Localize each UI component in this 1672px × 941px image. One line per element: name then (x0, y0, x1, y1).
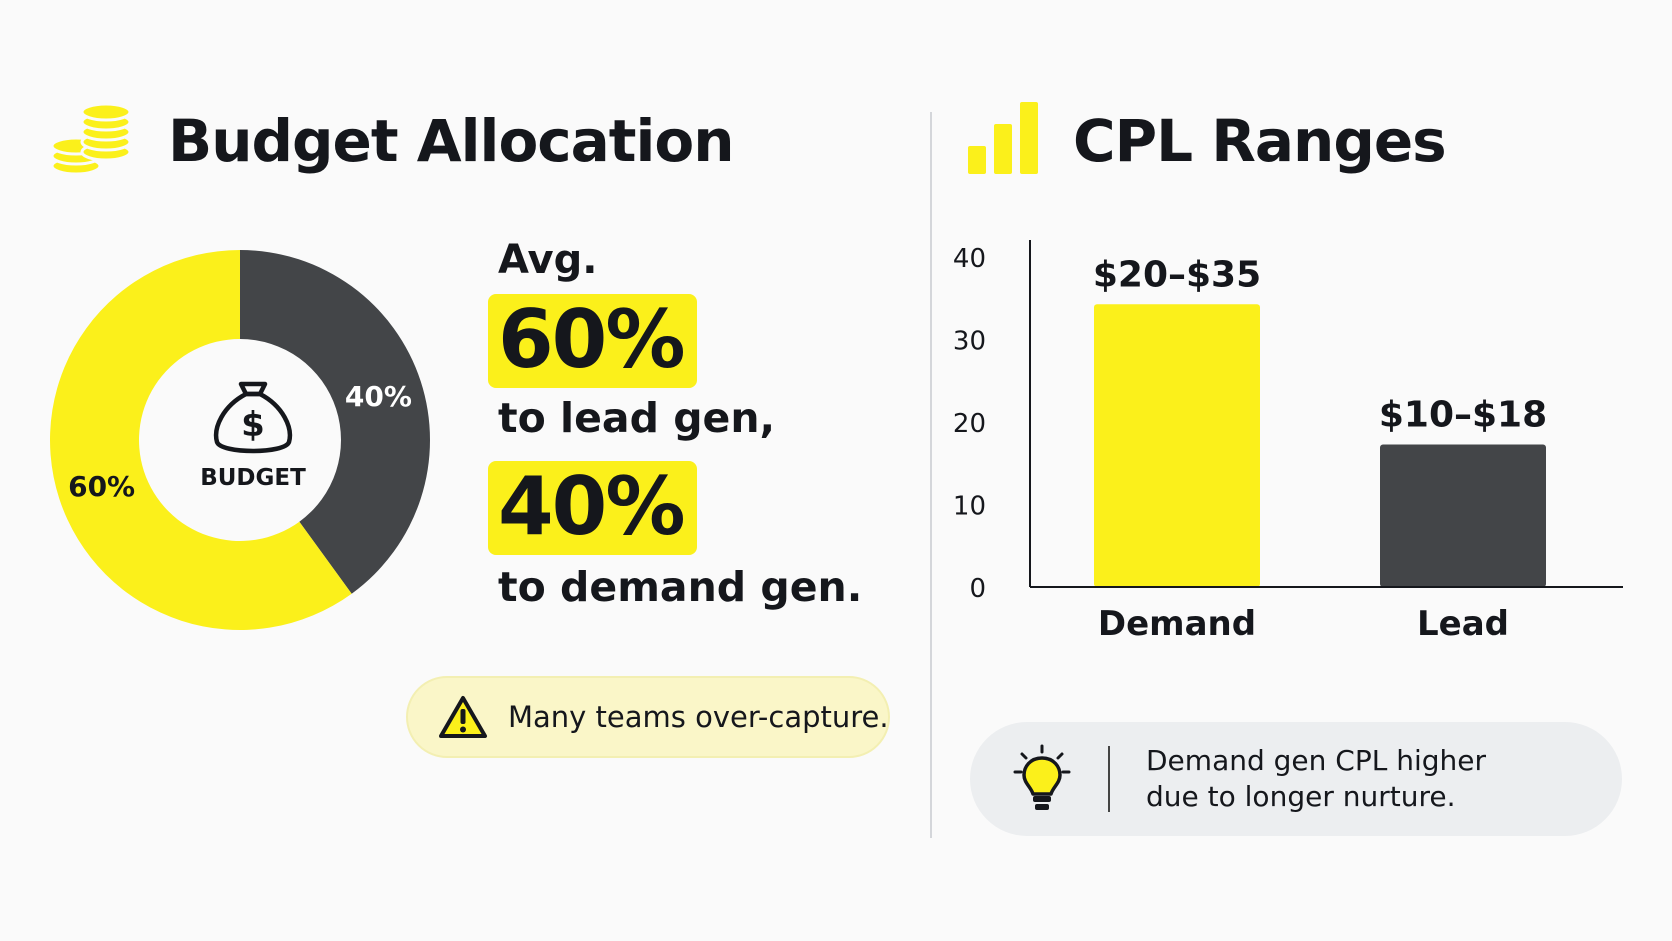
category-label-lead: Lead (1417, 604, 1509, 644)
demand-gen-percent-badge: 40% (488, 461, 698, 555)
y-tick-label: 20 (953, 409, 986, 439)
insight-note-text: Demand gen CPL higher due to longer nurt… (1146, 743, 1487, 813)
lightbulb-icon (1012, 744, 1072, 814)
demand-gen-text: to demand gen. (498, 563, 863, 611)
warning-icon (438, 694, 488, 740)
cpl-bar-chart: 0 10 20 30 40 $20–$35 Demand $10–$18 Lead (953, 240, 1623, 644)
cpl-ranges-panel: CPL Ranges 0 10 20 30 40 $20–$35 Demand $10–$1… (930, 0, 1672, 941)
y-tick-label: 40 (953, 244, 986, 274)
budget-allocation-title: Budget Allocation (168, 107, 735, 175)
y-tick-label: 30 (953, 327, 986, 357)
svg-text:$: $ (241, 405, 265, 445)
y-tick-label: 0 (969, 574, 986, 604)
donut-slice-lead-gen-label: 60% (68, 470, 135, 503)
lead-gen-percent-badge: 60% (488, 294, 698, 388)
budget-donut-chart: 40% 60% $ BUDGET (50, 250, 431, 630)
stat-average-label: Avg. (498, 237, 598, 283)
budget-allocation-panel: Budget Allocation 40% 60% $ BUDGET Avg. 6… (50, 102, 918, 758)
warning-note: Many teams over-capture. (406, 676, 890, 758)
lead-gen-text: to lead gen, (498, 394, 776, 442)
cpl-ranges-title: CPL Ranges (1073, 107, 1447, 175)
donut-slice-demand-gen (240, 250, 431, 594)
allocation-stat: Avg. 60% to lead gen, 40% to demand gen. (488, 237, 918, 611)
y-tick-label: 10 (953, 492, 986, 522)
coins-icon (50, 102, 132, 176)
donut-slice-demand-gen-label: 40% (345, 380, 412, 413)
warning-note-text: Many teams over-capture. (508, 700, 889, 734)
bar-lead (1380, 444, 1546, 587)
bar-chart-icon (968, 102, 1038, 174)
panel-divider (930, 112, 932, 838)
donut-slice-lead-gen (50, 250, 352, 630)
insight-note: Demand gen CPL higher due to longer nurt… (970, 722, 1622, 836)
bar-demand (1094, 304, 1260, 587)
money-bag-icon: $ (213, 381, 293, 454)
data-label-lead: $10–$18 (1379, 395, 1547, 436)
category-label-demand: Demand (1098, 604, 1256, 644)
insight-divider (1108, 746, 1110, 812)
data-label-demand: $20–$35 (1093, 254, 1261, 295)
donut-center-label: BUDGET (200, 465, 306, 491)
